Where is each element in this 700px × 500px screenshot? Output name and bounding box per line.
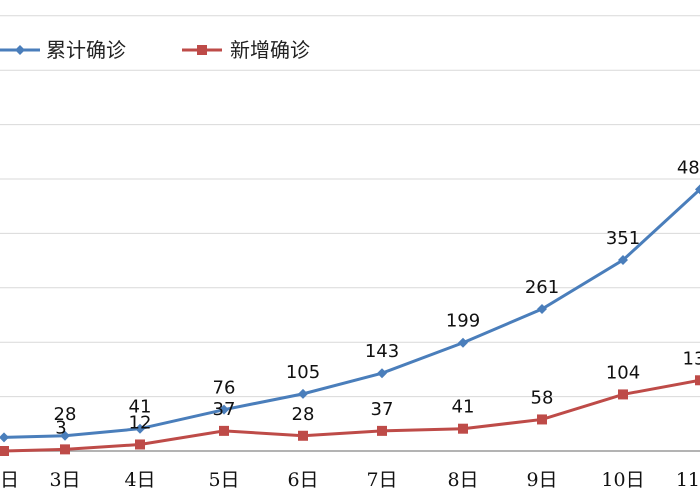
point-new: [135, 439, 145, 450]
point-new: [618, 389, 628, 400]
data-label-new: 12: [129, 412, 152, 433]
legend-marker-new: [197, 45, 207, 55]
data-label-new: 37: [213, 399, 236, 420]
point-new: [377, 425, 387, 436]
data-label-new: 13: [683, 348, 700, 369]
data-label-new: 58: [531, 387, 554, 408]
data-labels: 28 41 76 105 143 199 261 351 481 3 12 37 28 37 41 58 104…: [54, 157, 700, 438]
point-cumulative: [60, 430, 70, 441]
point-cumulative: [618, 255, 628, 266]
data-label-cumulative: 199: [446, 311, 480, 332]
point-new: [458, 423, 468, 434]
x-tick-labels: 日 3日 4日 5日 6日 7日 8日 9日 10日 11: [0, 469, 700, 491]
legend-item-cumulative: 累计确诊: [0, 38, 126, 62]
point-new: [298, 430, 308, 441]
x-tick-label: 10日: [601, 469, 644, 491]
gridlines: [0, 15, 700, 398]
data-label-cumulative: 143: [365, 341, 399, 362]
x-tick-label: 9日: [526, 469, 557, 491]
point-new: [0, 446, 9, 456]
legend: 累计确诊 新增确诊: [0, 38, 310, 62]
data-label-new: 41: [452, 397, 475, 418]
x-tick-label: 4日: [124, 469, 155, 491]
series-layer: [0, 184, 700, 456]
data-label-cumulative: 261: [525, 277, 559, 298]
series-line-cumulative: [3, 188, 700, 439]
point-cumulative: [377, 368, 387, 379]
data-label-cumulative: 28: [54, 404, 77, 425]
x-tick-label: 6日: [287, 469, 318, 491]
x-tick-label: 3日: [49, 469, 80, 491]
x-tick-label: 5日: [208, 469, 239, 491]
data-label-new: 104: [606, 362, 640, 383]
point-cumulative: [0, 432, 9, 443]
legend-label-cumulative: 累计确诊: [46, 38, 126, 62]
x-tick-label: 7日: [366, 469, 397, 491]
x-tick-label: 11: [676, 469, 700, 491]
x-tick-label: 日: [0, 469, 19, 491]
data-label-new: 37: [371, 399, 394, 420]
data-label-new: 3: [55, 417, 66, 438]
series-line-new: [3, 378, 700, 453]
point-cumulative: [695, 184, 700, 195]
point-cumulative: [135, 423, 145, 434]
legend-marker-cumulative: [15, 45, 25, 55]
point-cumulative: [458, 337, 468, 348]
point-new: [60, 444, 70, 455]
data-label-cumulative: 105: [286, 362, 320, 383]
point-new: [537, 414, 547, 425]
point-cumulative: [298, 388, 308, 399]
point-cumulative: [219, 404, 229, 415]
legend-label-new: 新增确诊: [230, 38, 310, 62]
point-cumulative: [537, 304, 547, 315]
data-label-cumulative: 481: [677, 157, 700, 178]
point-new: [219, 425, 229, 436]
x-tick-label: 8日: [447, 469, 478, 491]
point-new: [695, 375, 700, 386]
data-label-cumulative: 41: [129, 397, 152, 418]
data-label-cumulative: 76: [213, 378, 236, 399]
legend-item-new: 新增确诊: [182, 38, 310, 62]
data-label-cumulative: 351: [606, 228, 640, 249]
data-label-new: 28: [292, 404, 315, 425]
